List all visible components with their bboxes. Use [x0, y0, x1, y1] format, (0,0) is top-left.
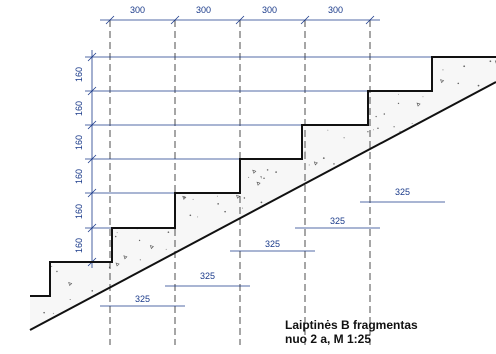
hatch-dot [399, 130, 401, 132]
hatch-triangle [416, 102, 421, 107]
slab-dimension-lines [100, 201, 445, 307]
hatch-dot [165, 248, 167, 250]
slab-dim-2: 325 [200, 271, 215, 281]
hatch-dot [397, 93, 399, 95]
hatch-dot [308, 164, 310, 166]
hatch-dot [393, 126, 395, 128]
riser-dim-2: 160 [74, 101, 84, 116]
drawing-caption: Laiptinės B fragmentas nuo 2 a, M 1:25 [285, 318, 418, 346]
hatch-dot [457, 82, 460, 85]
hatch-dot [52, 312, 54, 314]
tread-dim-1: 300 [130, 5, 145, 15]
hatch-dot [327, 129, 329, 131]
slab-dim-3: 325 [265, 239, 280, 249]
stair-profile [30, 56, 496, 297]
hatch-triangle [313, 161, 318, 166]
hatch-triangle [440, 79, 445, 84]
hatch-dot [411, 122, 413, 124]
riser-dim-6: 160 [74, 238, 84, 253]
hatch-dot [56, 270, 58, 273]
hatch-dot [138, 239, 141, 242]
hatch-dot [197, 216, 199, 218]
hatch-dot [114, 235, 117, 238]
hatch-triangle [256, 181, 261, 186]
caption-scale: nuo 2 a, M 1:25 [285, 332, 372, 346]
hatch-dot [139, 259, 141, 261]
hatch-dot [192, 198, 194, 200]
riser-dim-3: 160 [74, 135, 84, 150]
hatch-dot [261, 177, 262, 179]
hatch-triangle [115, 262, 120, 267]
hatch-dot [260, 201, 263, 204]
hatch-dot [322, 157, 325, 160]
tread-dim-2: 300 [196, 5, 211, 15]
hatch-dot [477, 84, 480, 87]
riser-extension-lines [50, 56, 432, 263]
hatch-dot [260, 176, 262, 178]
slab-soffit-line [29, 81, 496, 331]
hatch-triangle [123, 255, 128, 260]
hatch-dot [377, 127, 379, 130]
riser-dim-5: 160 [74, 204, 84, 219]
hatch-triangle [149, 245, 154, 250]
hatch-dot [275, 171, 277, 173]
hatch-dot [51, 265, 53, 267]
hatch-dot [489, 60, 492, 63]
tread-dimension-line [100, 15, 380, 25]
caption-title: Laiptinės B fragmentas [285, 318, 418, 332]
hatch-dot [463, 65, 466, 68]
hatch-dot [263, 177, 265, 179]
hatch-dot [69, 298, 71, 301]
hatch-dot [367, 131, 369, 133]
hatch-dot [373, 129, 374, 131]
hatch-dot [243, 197, 246, 199]
hatch-dot [189, 214, 192, 217]
hatch-dot [397, 102, 400, 105]
vertical-dashed-lines [109, 20, 371, 345]
concrete-fill [30, 57, 496, 330]
concrete-hatch [43, 56, 496, 314]
tread-dim-3: 300 [262, 5, 277, 15]
riser-dim-1: 160 [74, 67, 84, 82]
slab-dim-5: 325 [395, 187, 410, 197]
slab-dim-1: 325 [135, 294, 150, 304]
hatch-dot [343, 137, 345, 139]
riser-dim-4: 160 [74, 169, 84, 184]
hatch-dot [375, 115, 377, 118]
tread-dim-4: 300 [328, 5, 343, 15]
hatch-dot [383, 113, 386, 115]
hatch-dot [43, 311, 45, 314]
hatch-dot [167, 231, 170, 234]
hatch-triangle [68, 282, 73, 287]
hatch-dot [183, 196, 186, 199]
hatch-triangle [236, 194, 241, 199]
hatch-dot [248, 176, 250, 178]
hatch-dot [91, 290, 94, 292]
hatch-dot [216, 195, 218, 197]
slab-dim-4: 325 [330, 216, 345, 226]
hatch-dot [242, 207, 244, 209]
hatch-dot [116, 232, 118, 234]
hatch-dot [217, 203, 219, 205]
hatch-dot [304, 150, 306, 152]
hatch-triangle [252, 169, 257, 174]
hatch-dot [422, 96, 424, 98]
hatch-dot [266, 169, 269, 171]
hatch-dot [442, 69, 444, 71]
hatch-dot [224, 210, 226, 213]
hatch-dot [333, 163, 335, 165]
